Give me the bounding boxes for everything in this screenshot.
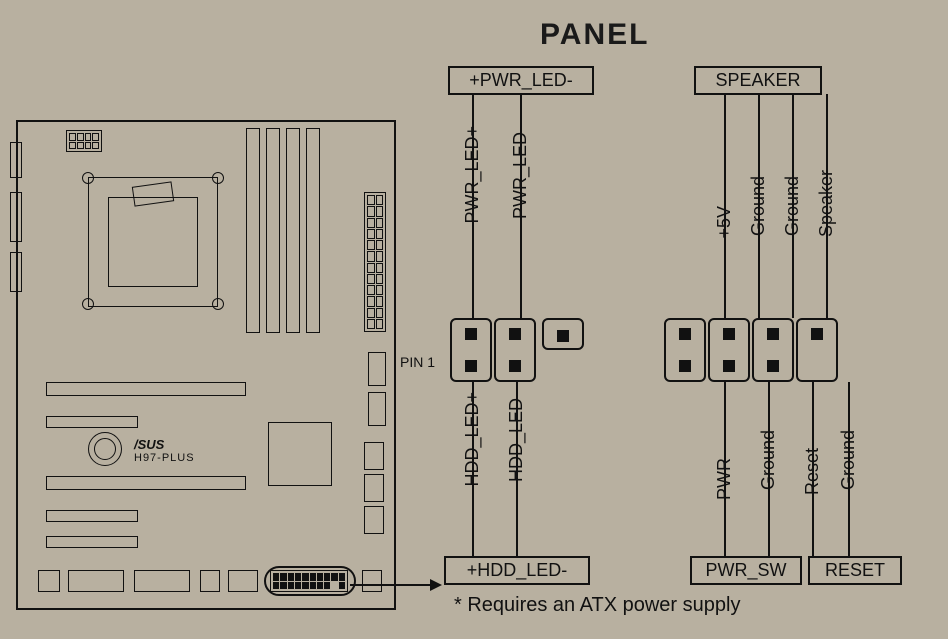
box-speaker: SPEAKER [694,66,822,95]
botpin-hddled-plus: HDD_LED+ [462,392,483,487]
panel-title: PANEL [540,18,649,52]
pin-col-8 [752,318,794,382]
toppin-pwrled-plus: PWR_LED+ [462,126,483,224]
pin-col-2 [494,318,536,382]
box-hdd-led: +HDD_LED- [444,556,590,585]
botpin-hddled-minus: HDD_LED- [506,392,527,482]
pin-col-6 [664,318,706,382]
arrow-to-diagram [350,584,440,586]
pin-pwrled-neg-single [542,318,584,350]
botpin-reset: Reset [802,448,823,495]
toppin-speaker: Speaker [816,170,837,237]
motherboard-outline: /SUS H97-PLUS [16,120,396,610]
pin-col-1 [450,318,492,382]
connector-highlight-oval [264,566,356,596]
panel-diagram: +PWR_LED- SPEAKER PWR_LED+ PWR_LED- +5V … [444,66,930,606]
box-pwr-led: +PWR_LED- [448,66,594,95]
pin1-label: PIN 1 [400,354,435,370]
pin-col-7 [708,318,750,382]
botpin-pwr: PWR [714,458,735,500]
box-pwr-sw: PWR_SW [690,556,802,585]
pin-gap-2 [580,318,620,382]
toppin-gnd2: Ground [782,176,803,236]
pin-col-9 [796,318,838,382]
botpin-gnd2: Ground [838,430,859,490]
footnote-atx: * Requires an ATX power supply [454,594,740,617]
pin-gap-3 [622,318,662,382]
botpin-gnd1: Ground [758,430,779,490]
toppin-5v: +5V [714,206,735,239]
box-reset: RESET [808,556,902,585]
toppin-pwrled-minus: PWR_LED- [510,126,531,219]
mobo-brand: /SUS [134,437,164,452]
toppin-gnd1: Ground [748,176,769,236]
mobo-model: H97-PLUS [134,452,195,464]
